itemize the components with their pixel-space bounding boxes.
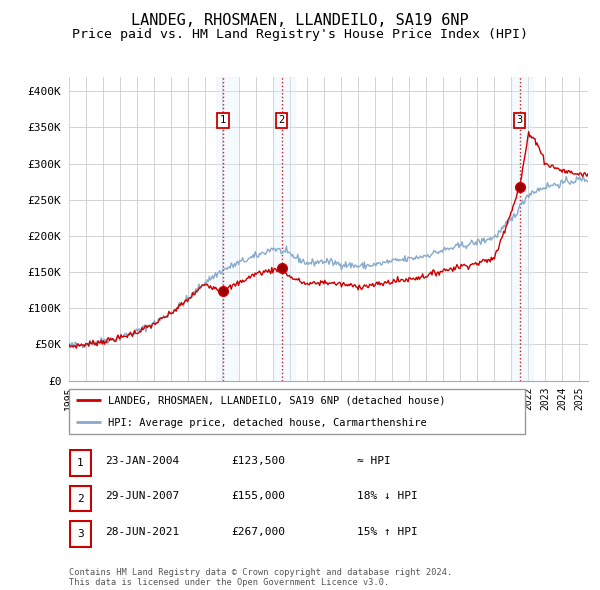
Bar bbox=[274, 77, 295, 381]
Text: 1: 1 bbox=[220, 115, 226, 125]
Text: Price paid vs. HM Land Registry's House Price Index (HPI): Price paid vs. HM Land Registry's House … bbox=[72, 28, 528, 41]
Text: 15% ↑ HPI: 15% ↑ HPI bbox=[357, 527, 418, 536]
Text: 3: 3 bbox=[517, 115, 523, 125]
Text: LANDEG, RHOSMAEN, LLANDEILO, SA19 6NP (detached house): LANDEG, RHOSMAEN, LLANDEILO, SA19 6NP (d… bbox=[108, 396, 445, 406]
Text: £155,000: £155,000 bbox=[231, 491, 285, 501]
Text: HPI: Average price, detached house, Carmarthenshire: HPI: Average price, detached house, Carm… bbox=[108, 418, 427, 428]
Bar bbox=[512, 77, 533, 381]
Text: £123,500: £123,500 bbox=[231, 456, 285, 466]
Text: 29-JUN-2007: 29-JUN-2007 bbox=[105, 491, 179, 501]
Text: Contains HM Land Registry data © Crown copyright and database right 2024.
This d: Contains HM Land Registry data © Crown c… bbox=[69, 568, 452, 587]
Text: 28-JUN-2021: 28-JUN-2021 bbox=[105, 527, 179, 536]
Bar bbox=[215, 77, 237, 381]
Text: LANDEG, RHOSMAEN, LLANDEILO, SA19 6NP: LANDEG, RHOSMAEN, LLANDEILO, SA19 6NP bbox=[131, 13, 469, 28]
Text: 23-JAN-2004: 23-JAN-2004 bbox=[105, 456, 179, 466]
Text: 1: 1 bbox=[77, 458, 84, 468]
Text: 18% ↓ HPI: 18% ↓ HPI bbox=[357, 491, 418, 501]
Text: 2: 2 bbox=[278, 115, 284, 125]
Text: ≈ HPI: ≈ HPI bbox=[357, 456, 391, 466]
Text: 2: 2 bbox=[77, 494, 84, 503]
Text: 3: 3 bbox=[77, 529, 84, 539]
Text: £267,000: £267,000 bbox=[231, 527, 285, 536]
